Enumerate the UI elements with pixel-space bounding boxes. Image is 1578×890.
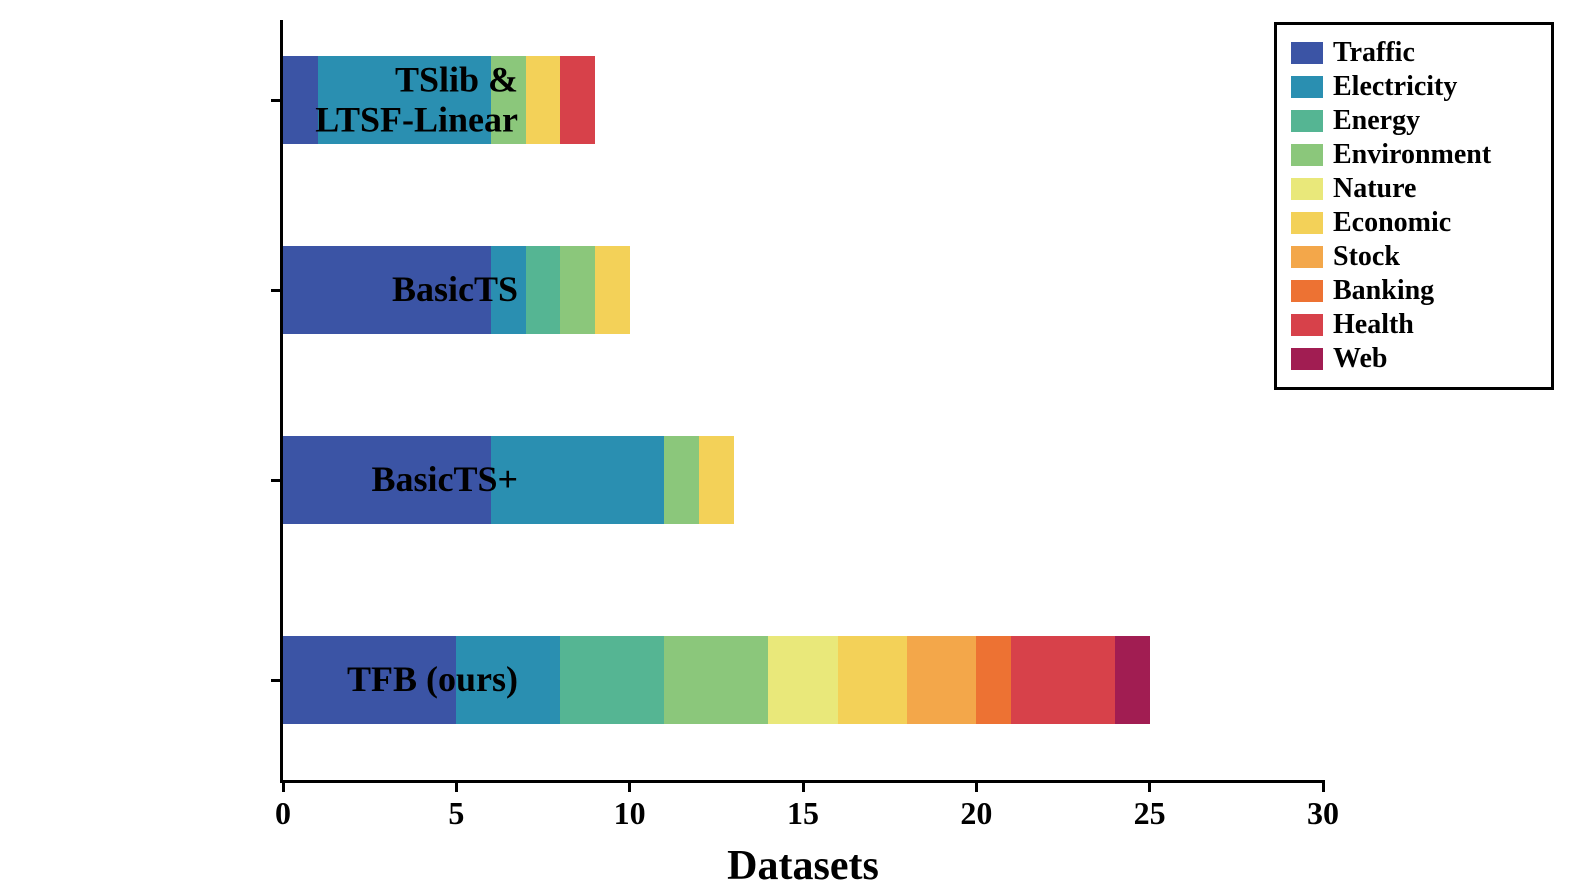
x-tick-label: 30 — [1307, 795, 1339, 832]
bar-segment-environment — [664, 636, 768, 724]
bar-segment-banking — [976, 636, 1011, 724]
y-tick — [271, 289, 283, 292]
legend-label: Stock — [1333, 241, 1400, 273]
bar-segment-web — [1115, 636, 1150, 724]
x-tick — [455, 780, 458, 792]
category-label: TFB (ours) — [347, 660, 518, 700]
bar-segment-energy — [560, 636, 664, 724]
category-label: BasicTS+ — [371, 460, 518, 500]
legend-item: Economic — [1291, 207, 1537, 239]
x-tick-label: 5 — [448, 795, 464, 832]
x-tick — [628, 780, 631, 792]
bar-segment-economic — [595, 246, 630, 334]
x-tick — [282, 780, 285, 792]
x-tick-label: 15 — [787, 795, 819, 832]
legend-item: Electricity — [1291, 71, 1537, 103]
x-tick-label: 0 — [275, 795, 291, 832]
legend-item: Nature — [1291, 173, 1537, 205]
legend-item: Environment — [1291, 139, 1537, 171]
bar-segment-nature — [768, 636, 837, 724]
legend-swatch — [1291, 314, 1323, 336]
legend-label: Nature — [1333, 173, 1416, 205]
datasets-stacked-bar-chart: Datasets 051015202530 TrafficElectricity… — [0, 0, 1578, 870]
legend-item: Health — [1291, 309, 1537, 341]
x-tick — [1148, 780, 1151, 792]
legend-item: Web — [1291, 343, 1537, 375]
legend-label: Health — [1333, 309, 1414, 341]
y-tick — [271, 479, 283, 482]
legend-swatch — [1291, 110, 1323, 132]
legend-label: Electricity — [1333, 71, 1457, 103]
legend-item: Energy — [1291, 105, 1537, 137]
bar-segment-stock — [907, 636, 976, 724]
bar-segment-economic — [526, 56, 561, 144]
y-tick — [271, 99, 283, 102]
legend-label: Web — [1333, 343, 1387, 375]
legend-swatch — [1291, 144, 1323, 166]
legend: TrafficElectricityEnergyEnvironmentNatur… — [1274, 22, 1554, 390]
x-tick — [802, 780, 805, 792]
x-tick-label: 20 — [960, 795, 992, 832]
legend-label: Energy — [1333, 105, 1420, 137]
bar-segment-economic — [699, 436, 734, 524]
legend-label: Environment — [1333, 139, 1491, 171]
bar-segment-environment — [664, 436, 699, 524]
legend-item: Banking — [1291, 275, 1537, 307]
x-tick-label: 25 — [1134, 795, 1166, 832]
bar-segment-health — [560, 56, 595, 144]
bar-segment-health — [1011, 636, 1115, 724]
x-tick — [975, 780, 978, 792]
legend-label: Traffic — [1333, 37, 1415, 69]
legend-label: Economic — [1333, 207, 1451, 239]
legend-swatch — [1291, 42, 1323, 64]
bar-segment-energy — [526, 246, 561, 334]
x-tick — [1322, 780, 1325, 792]
bar-segment-economic — [838, 636, 907, 724]
category-label: BasicTS — [392, 270, 518, 310]
category-label: TSlib & LTSF-Linear — [315, 60, 518, 139]
legend-swatch — [1291, 280, 1323, 302]
bar-segment-environment — [560, 246, 595, 334]
legend-swatch — [1291, 76, 1323, 98]
legend-swatch — [1291, 246, 1323, 268]
legend-swatch — [1291, 178, 1323, 200]
bar-segment-traffic — [283, 56, 318, 144]
legend-item: Traffic — [1291, 37, 1537, 69]
legend-item: Stock — [1291, 241, 1537, 273]
y-tick — [271, 679, 283, 682]
legend-swatch — [1291, 348, 1323, 370]
legend-label: Banking — [1333, 275, 1434, 307]
x-axis-label: Datasets — [727, 842, 879, 890]
legend-swatch — [1291, 212, 1323, 234]
x-tick-label: 10 — [614, 795, 646, 832]
